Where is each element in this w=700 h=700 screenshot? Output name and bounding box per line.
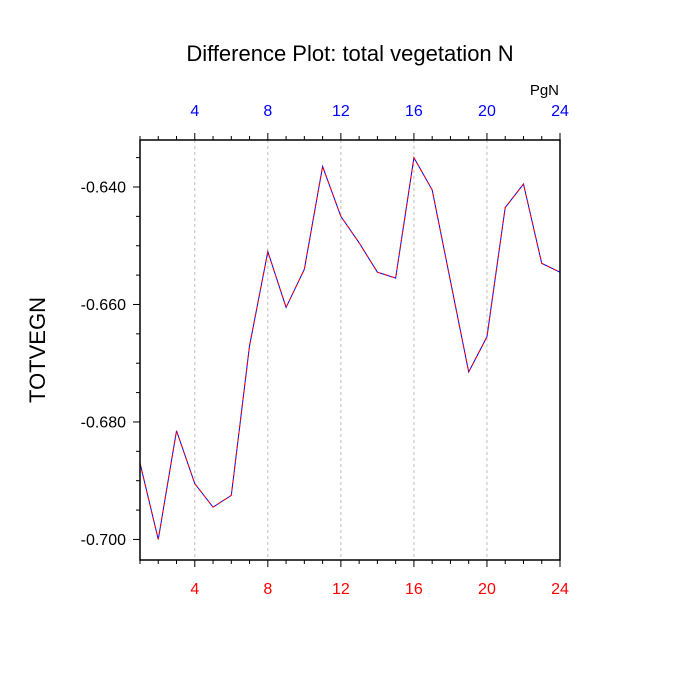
plot-frame — [139, 139, 561, 561]
y-tick-label: -0.680 — [81, 414, 126, 431]
top-axis-units-label: PgN — [530, 82, 559, 99]
series-layer — [139, 156, 561, 540]
x-tick-label-bottom: 20 — [478, 581, 496, 598]
series-line-dashed-overlay — [139, 156, 561, 540]
x-tick-label-bottom: 12 — [332, 581, 350, 598]
grid — [194, 140, 488, 560]
x-tick-label-top: 8 — [263, 103, 272, 120]
chart-title: Difference Plot: total vegetation N — [186, 41, 513, 66]
x-tick-label-top: 4 — [190, 103, 199, 120]
tick-labels: 4 4 8 8 12 12 16 16 20 20 24 24 -0.640 -0.660 -0.680 -0… — [81, 103, 569, 598]
y-axis-label: TOTVEGN — [25, 297, 50, 403]
y-tick-label: -0.640 — [81, 179, 126, 196]
x-tick-label-bottom: 4 — [190, 581, 199, 598]
x-tick-label-top: 16 — [405, 103, 423, 120]
x-tick-label-top: 20 — [478, 103, 496, 120]
x-tick-label-bottom: 24 — [551, 581, 569, 598]
y-tick-label: -0.700 — [81, 532, 126, 549]
x-tick-label-bottom: 16 — [405, 581, 423, 598]
x-tick-label-bottom: 8 — [263, 581, 272, 598]
x-tick-label-top: 12 — [332, 103, 350, 120]
axis-ticks — [133, 133, 561, 567]
x-tick-label-top: 24 — [551, 103, 569, 120]
y-tick-label: -0.660 — [81, 297, 126, 314]
series-line — [139, 156, 561, 540]
